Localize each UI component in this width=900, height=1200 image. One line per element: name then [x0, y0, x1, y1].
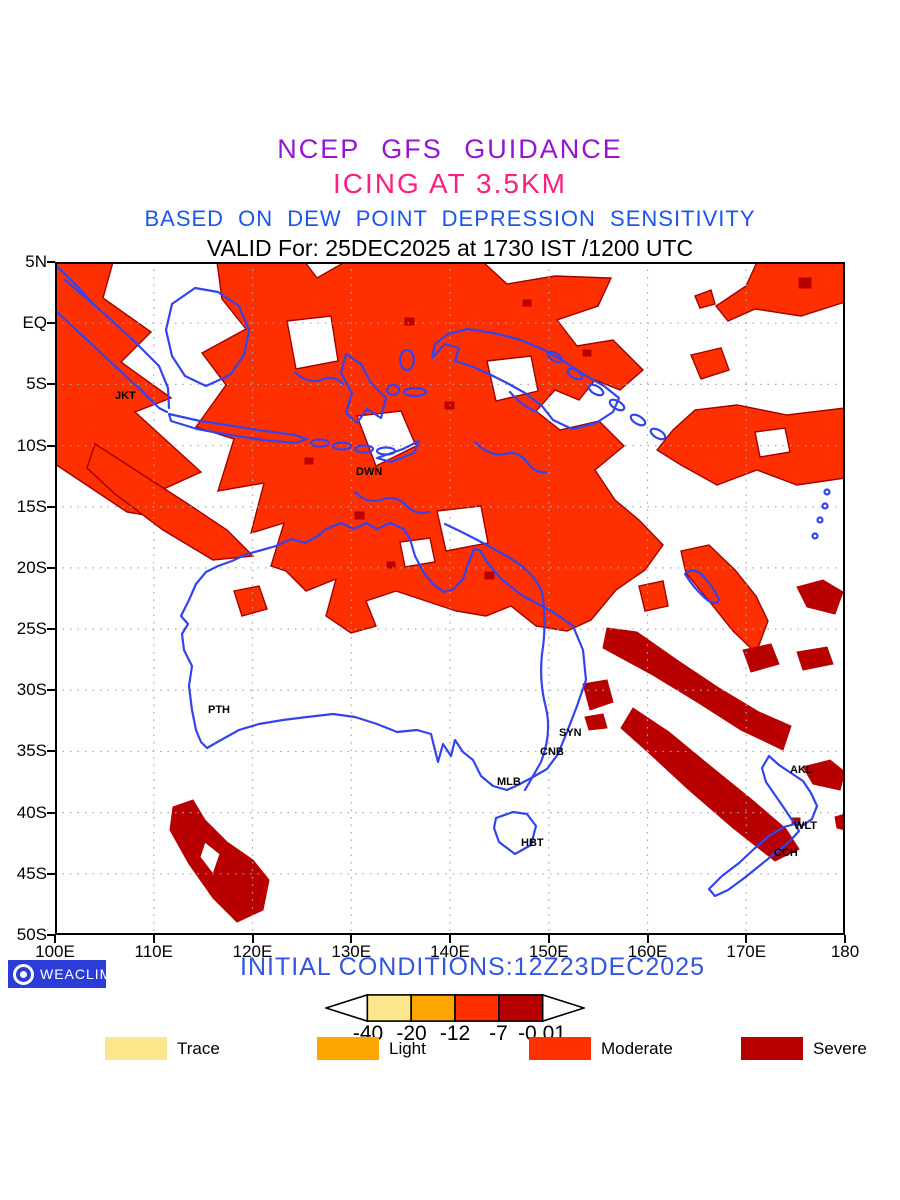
weaclim-logo: WEACLIM	[8, 960, 111, 988]
severe-icing-layer	[169, 277, 845, 923]
lat-tick-mark	[47, 322, 55, 325]
city-label: WLT	[794, 820, 818, 832]
lon-tick-label: 170E	[726, 942, 767, 961]
lon-tick-mark	[54, 935, 56, 943]
lat-tick-label: 5S	[26, 374, 47, 394]
city-label: DWN	[356, 466, 383, 478]
lat-tick-label: 30S	[16, 680, 47, 700]
lat-tick-label: 45S	[16, 863, 47, 883]
lat-tick-mark	[47, 505, 55, 508]
city-label: MLB	[497, 776, 521, 788]
lon-tick-label: 100E	[35, 942, 75, 961]
lat-tick-mark	[47, 444, 55, 447]
lat-tick-mark	[47, 689, 55, 692]
moderate-icing-layer	[55, 262, 845, 655]
initial-conditions-label: INITIAL CONDITIONS:12Z23DEC2025	[240, 953, 705, 981]
lon-tick-mark	[350, 935, 353, 943]
lon-tick-label: 160E	[627, 942, 668, 961]
lat-tick-mark	[47, 811, 55, 814]
legend-swatch-moderate	[529, 1037, 591, 1060]
lat-tick-label: 50S	[16, 925, 47, 944]
lat-tick-mark	[47, 934, 55, 936]
coastline-layer	[55, 264, 831, 898]
legend-label-light: Light	[389, 1039, 426, 1058]
city-label: CNB	[540, 746, 564, 758]
lat-tick-mark	[47, 261, 55, 263]
legend-swatch-light	[317, 1037, 379, 1060]
lat-tick-label: 25S	[16, 619, 47, 639]
city-label: CCH	[774, 847, 798, 859]
legend-label-severe: Severe	[813, 1039, 867, 1058]
title-block: NCEP GFS GUIDANCE ICING AT 3.5KM BASED O…	[0, 134, 900, 261]
legend-label-trace: Trace	[177, 1039, 220, 1058]
icing-map-svg	[55, 262, 845, 935]
lat-tick-mark	[47, 750, 55, 753]
legend-swatch-severe	[741, 1037, 803, 1060]
lon-tick-label: 150E	[528, 942, 569, 961]
colorbar-box-severe	[498, 994, 544, 1022]
lat-tick-label: 5N	[25, 252, 47, 271]
lat-tick-mark	[47, 628, 55, 631]
map-canvas: JKT DWN PTH SYN CNB MLB HBT AKL WLT CCH	[55, 262, 845, 935]
city-label: AKL	[790, 764, 813, 776]
lon-tick-mark	[745, 935, 748, 943]
lon-tick-mark	[844, 935, 846, 943]
lat-tick-label: 40S	[16, 802, 47, 822]
lon-tick-label: 120E	[232, 942, 273, 961]
colorbar-tick-label: -12	[439, 1022, 471, 1045]
lon-tick-mark	[251, 935, 254, 943]
lat-tick-mark	[47, 383, 55, 386]
colorbar-right-arrow	[541, 993, 585, 1023]
city-label: PTH	[208, 704, 230, 716]
colorbar-tick-label: -7	[489, 1022, 508, 1045]
valid-time-label: VALID For: 25DEC2025 at 1730 IST /1200 U…	[206, 234, 694, 261]
lon-tick-label: 110E	[134, 942, 173, 961]
colorbar-box-moderate	[454, 994, 500, 1022]
subtitle-parameter: ICING AT 3.5KM	[333, 168, 567, 200]
colorbar-tick-label: -20	[396, 1022, 427, 1045]
lon-tick-label: 130E	[331, 942, 372, 961]
lon-tick-mark	[547, 935, 550, 943]
lat-tick-label: 10S	[16, 435, 47, 455]
colorbar	[325, 993, 585, 1023]
lat-tick-mark	[47, 872, 55, 875]
lon-tick-mark	[646, 935, 649, 943]
legend-swatch-trace	[105, 1037, 167, 1060]
city-label: JKT	[115, 390, 136, 402]
city-label: HBT	[521, 837, 544, 849]
lon-tick-mark	[449, 935, 451, 943]
colorbar-box-light	[410, 994, 456, 1022]
subtitle-basis: BASED ON DEW POINT DEPRESSION SENSITIVIT…	[144, 206, 756, 232]
colorbar-left-arrow	[325, 993, 369, 1023]
lat-tick-label: 15S	[16, 496, 47, 516]
lat-tick-label: 35S	[16, 741, 47, 761]
lon-tick-mark	[152, 935, 155, 943]
weaclim-logo-text: WEACLIM	[40, 966, 113, 982]
legend-label-moderate: Moderate	[601, 1039, 673, 1058]
city-label: SYN	[559, 727, 582, 739]
lon-tick-label: 180	[830, 942, 860, 961]
lat-tick-label: EQ	[22, 313, 47, 333]
page-title: NCEP GFS GUIDANCE	[277, 134, 623, 164]
weaclim-logo-icon	[13, 963, 34, 985]
colorbar-box-trace	[366, 994, 412, 1022]
lat-tick-mark	[47, 566, 55, 569]
lon-tick-label: 140E	[430, 942, 470, 961]
lat-tick-label: 20S	[16, 557, 47, 577]
map-border	[55, 262, 845, 935]
